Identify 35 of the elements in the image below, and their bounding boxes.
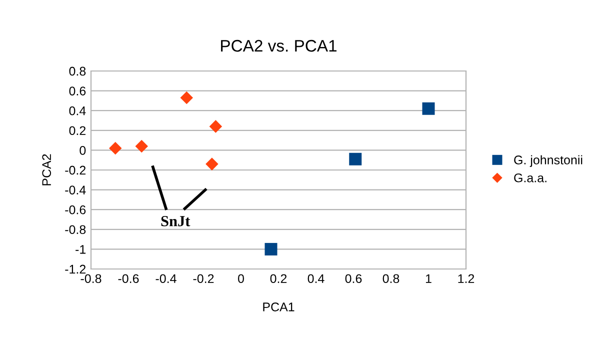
x-tick-label: -0.6 (118, 274, 139, 284)
x-tick-label: 1 (426, 274, 432, 283)
x-tick-label: 0.8 (382, 274, 400, 284)
legend-label: G.a.a. (514, 173, 546, 182)
y-tick-label: 0 (80, 146, 86, 155)
point (209, 120, 222, 133)
annotation: SnJt (161, 216, 190, 226)
y-axis-title: PCA2 (42, 154, 52, 186)
point (206, 158, 218, 170)
point (349, 152, 362, 166)
y-tick-label: 0.8 (69, 66, 86, 76)
y-tick-label: -0.2 (65, 166, 86, 175)
x-tick-label: 0.6 (345, 274, 362, 284)
y-tick-label: -0.8 (65, 225, 86, 234)
point (135, 140, 148, 153)
y-tick-label: -1 (76, 245, 86, 254)
y-tick-label: -0.4 (65, 186, 86, 194)
point (108, 142, 122, 155)
point (264, 242, 278, 256)
x-tick-label: -0.2 (193, 274, 214, 284)
y-tick-label: -1.2 (65, 264, 86, 274)
y-tick-label: 0.6 (69, 86, 86, 96)
y-tick-label: 0.2 (69, 126, 86, 136)
point (180, 91, 194, 104)
point (422, 102, 435, 115)
x-tick-label: -0.4 (156, 274, 176, 284)
x-tick-label: 0 (238, 274, 244, 284)
legend-label: G. johnstonii (514, 155, 582, 167)
x-axis-title: PCA1 (263, 302, 294, 312)
y-tick-label: 0.4 (69, 106, 86, 116)
x-tick-label: 0.2 (270, 274, 287, 284)
chart-title: PCA2 vs. PCA1 (221, 40, 337, 52)
x-tick-label: 1.2 (458, 274, 474, 283)
y-tick-label: -0.6 (65, 205, 86, 214)
x-tick-label: 0.4 (308, 274, 324, 284)
